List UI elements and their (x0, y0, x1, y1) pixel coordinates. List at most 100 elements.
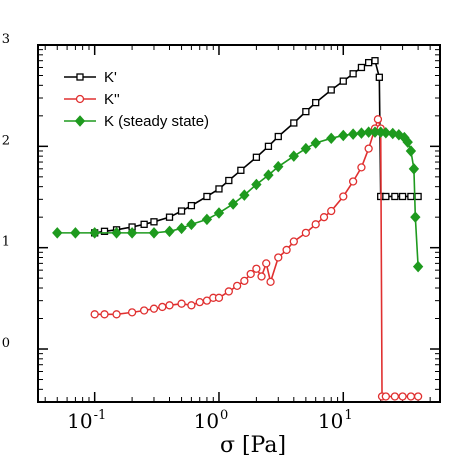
y-tick-label: 100 (0, 336, 10, 361)
data-point (405, 145, 417, 157)
x-tick-label: 100 (194, 408, 229, 433)
x-axis-label: σ [Pa] (220, 433, 286, 458)
y-tick-label-exponent: 3 (2, 32, 10, 47)
data-point (339, 192, 348, 201)
data-point (300, 142, 312, 155)
data-point (176, 222, 187, 235)
data-point (90, 310, 99, 319)
data-point (187, 301, 196, 310)
data-point (187, 201, 196, 210)
data-point (240, 276, 249, 286)
legend-entry-2: K'' (64, 91, 120, 108)
data-point (288, 150, 299, 162)
data-point (112, 310, 121, 319)
y-tick-label-exponent: 0 (2, 336, 10, 351)
legend: K' K'' K (steady state) (64, 69, 209, 130)
series-line (57, 131, 419, 267)
legend-marker (74, 115, 86, 127)
data-point (310, 137, 321, 149)
tick-labels-layer: 10-1100101100101102103 (0, 32, 353, 433)
data-point (150, 218, 158, 226)
data-point (364, 58, 373, 67)
data-point (195, 298, 204, 307)
legend-entry-1: K' (64, 69, 117, 86)
data-point (408, 163, 420, 175)
x-tick-label-exponent: -1 (94, 408, 107, 423)
y-tick-label-exponent: 1 (2, 235, 10, 250)
data-point (319, 213, 329, 222)
data-point (371, 57, 379, 65)
y-tick-label: 102 (0, 133, 10, 158)
data-point (257, 272, 266, 281)
data-point (177, 207, 186, 215)
data-point (339, 77, 347, 85)
data-point (273, 160, 284, 173)
data-point (213, 207, 225, 219)
data-point (246, 269, 255, 279)
data-point (349, 70, 357, 78)
data-point (375, 73, 383, 81)
series-2 (90, 115, 423, 401)
data-point (382, 192, 390, 201)
data-point (391, 192, 399, 201)
data-point (402, 136, 413, 148)
data-point (282, 245, 291, 255)
data-point (412, 260, 424, 273)
data-point (239, 189, 250, 201)
data-point (381, 392, 390, 401)
plot-frame (37, 44, 441, 403)
data-point (251, 178, 262, 191)
data-point (186, 218, 197, 231)
legend-label: K (steady state) (104, 113, 209, 130)
x-tick-label: 101 (318, 408, 353, 433)
legend-label: K' (104, 69, 117, 86)
data-point (289, 237, 298, 246)
data-point (398, 392, 407, 401)
data-point (266, 277, 275, 287)
data-point (224, 287, 233, 296)
data-point (100, 227, 109, 235)
data-point (140, 220, 148, 228)
data-point (100, 310, 109, 319)
data-point (215, 185, 223, 193)
data-point (225, 176, 233, 185)
data-point (237, 166, 245, 174)
legend-marker (76, 73, 84, 81)
data-point (264, 142, 273, 150)
x-tick-label-exponent: 1 (344, 408, 352, 423)
data-point (364, 144, 373, 153)
data-point (158, 302, 167, 312)
data-point (302, 107, 310, 116)
data-point (410, 211, 421, 223)
data-point (414, 192, 422, 201)
data-point (149, 304, 159, 313)
series-3 (52, 126, 424, 273)
data-point (327, 86, 335, 94)
data-point (165, 301, 174, 310)
data-point (338, 129, 349, 142)
x-tick-label: 10-1 (67, 408, 106, 433)
data-point (227, 198, 239, 210)
data-point (301, 228, 311, 238)
legend-entry-3: K (steady state) (64, 113, 209, 130)
data-point (201, 213, 213, 226)
legend-label: K'' (104, 91, 120, 108)
data-point (312, 98, 320, 107)
data-point (413, 392, 423, 401)
data-point (373, 115, 383, 124)
data-point (274, 253, 283, 262)
data-point (89, 227, 100, 239)
y-tick-label-exponent: 2 (2, 133, 10, 148)
data-point (214, 293, 224, 302)
data-point (165, 213, 174, 221)
data-point (232, 281, 242, 291)
data-point (111, 227, 122, 239)
data-point (406, 392, 416, 401)
series-layer (52, 57, 424, 401)
data-point (164, 225, 175, 238)
data-point (398, 192, 407, 201)
data-point (357, 163, 366, 172)
data-point (148, 227, 160, 239)
data-point (407, 192, 415, 201)
